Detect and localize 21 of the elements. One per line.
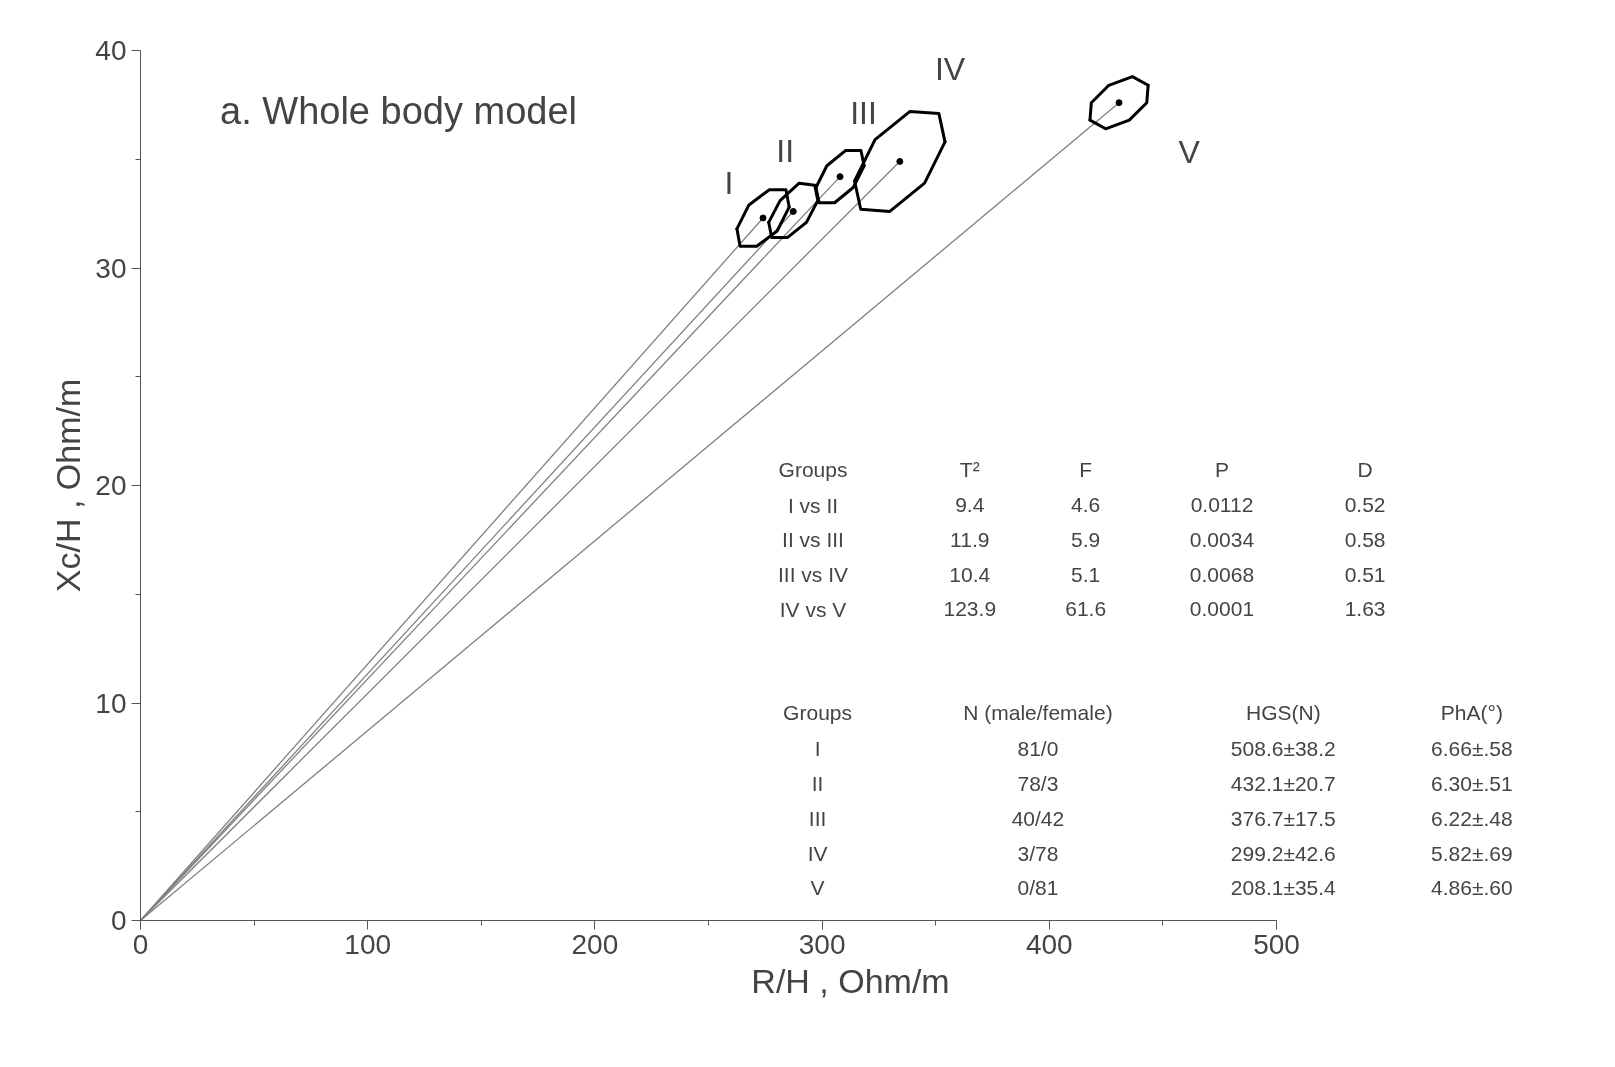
x-axis-title: R/H , Ohm/m	[751, 961, 950, 1000]
y-tick-label: 10	[95, 687, 127, 719]
annotation: V	[1178, 134, 1201, 171]
y-tick-label: 0	[110, 905, 127, 936]
annotation: IV	[934, 51, 966, 88]
x-tick-label: 500	[1253, 928, 1300, 960]
y-tick-label: 20	[95, 470, 127, 501]
text: Groups N (male/female) HGS(N) PhA(°) I 81/0 508.6±38.2 6.66±.58 II 78/3 432.1±20.7 6.30±.51 III 40/42 376.7±17.5 6.22±.48 IV 3/78 299.2±42.6 5.82±.69 V 0/81 208.1±35.4 4.86±.60	[783, 701, 1513, 900]
x-tick-label: 100	[344, 928, 392, 960]
text: a. Whole body model	[220, 90, 577, 133]
text: Groups T² F P D I vs II 9.4 4.6 0.0112 0.52 II vs III 11.9 5.9 0.0034 0.58 III vs IV 10.4 5.1 0.0068 0.51 IV vs V 123.9 61.6 0.0001 1.63	[778, 457, 1386, 621]
x-tick-label: 400	[1025, 928, 1073, 960]
annotation: I	[724, 164, 734, 201]
y-axis-title: Xc/H , Ohm/m	[49, 378, 88, 593]
x-tick-label: 200	[571, 928, 619, 960]
annotation: III	[850, 94, 877, 131]
y-tick-label: 40	[95, 35, 127, 66]
annotation: II	[776, 133, 795, 170]
y-tick-label: 30	[95, 252, 127, 284]
x-tick-label: 300	[798, 928, 846, 960]
x-tick-label: 0	[132, 928, 149, 960]
